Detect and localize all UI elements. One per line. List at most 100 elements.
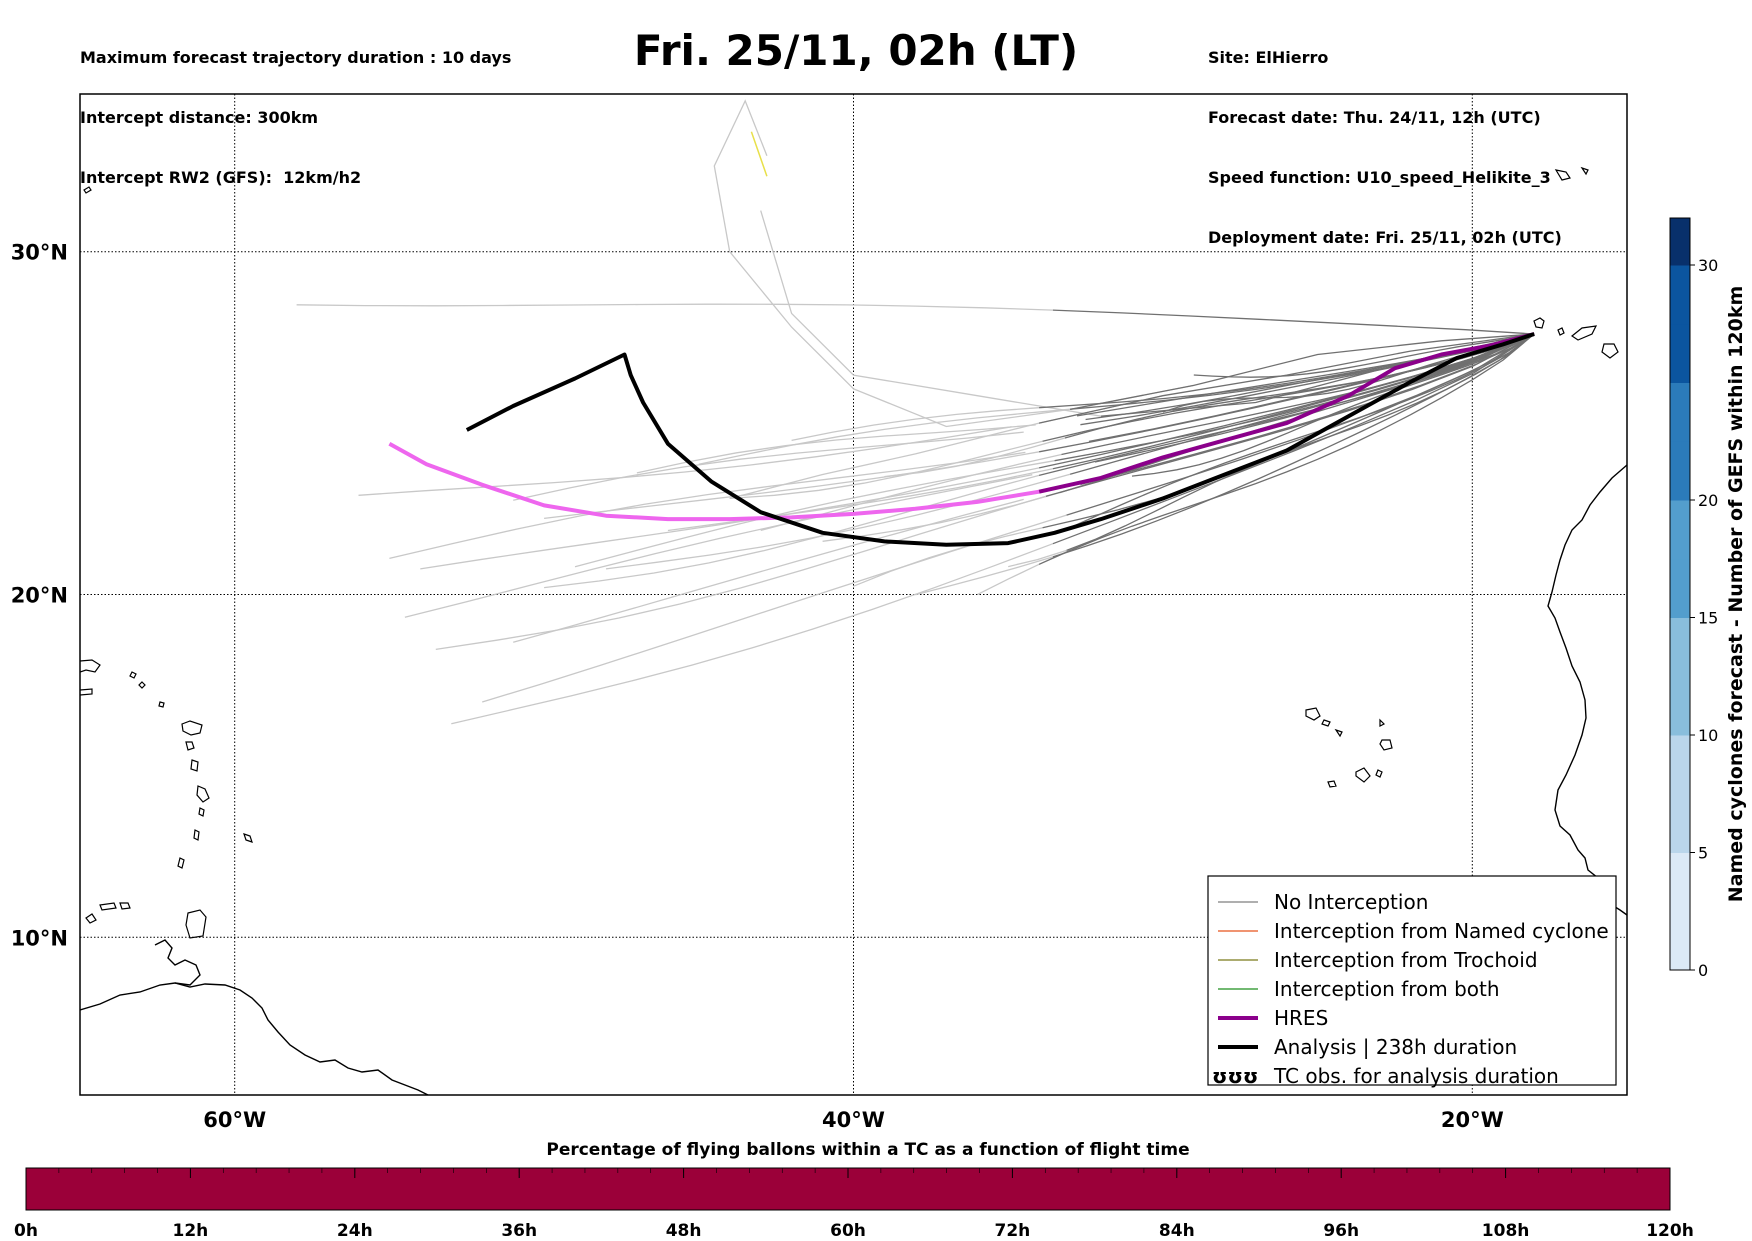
gefs-trajectory-far [420,467,1040,570]
lon-tick-label: 20°W [1441,1108,1504,1132]
header-intercept-distance: Intercept distance: 300km [80,108,319,127]
header-site: Site: ElHierro [1208,48,1329,67]
flight-time-bar: 0h 12h 24h 36h 48h 60h 72h 84h 96h 108h 120h [14,1167,1694,1241]
legend-label: Interception from both [1274,977,1500,1001]
colorbar-segment [1670,735,1690,795]
legend-label: Analysis | 238h duration [1274,1035,1517,1059]
gefs-trajectory-far [713,99,1194,428]
gefs-trajectory-far [435,495,1047,651]
yellow-segment-line [750,131,768,177]
header-duration: Maximum forecast trajectory duration : 1… [80,48,512,67]
timeline-tick-label: 0h [14,1221,38,1241]
cyclone-colorbar: 0 5 10 15 20 30 Named cyclones forecast - Num… [1669,217,1747,980]
colorbar-segment [1670,617,1690,677]
legend-label: TC obs. for analysis duration [1273,1064,1559,1088]
colorbar-tick-label: 5 [1698,844,1708,863]
timeline-tick-label: 72h [995,1221,1031,1241]
gefs-trajectory-far [760,210,1102,417]
island-puerto-rico [80,688,93,696]
colorbar-segment [1670,441,1690,501]
gefs-trajectory-far [853,527,1043,587]
colorbar-title: Named cyclones forecast - Number of GEFS… [1725,286,1747,903]
coastline-africa [1547,464,1627,916]
gefs-trajectory-far [451,543,1054,725]
analysis-trajectory [465,332,1535,547]
gefs-trajectory-far [915,556,1054,596]
timeline-tick-label: 60h [830,1221,866,1241]
gefs-trajectory-near [1038,333,1535,424]
lat-tick-label: 30°N [11,241,68,265]
timeline-tick-label: 120h [1646,1221,1694,1241]
page-title: Fri. 25/11, 02h (LT) [633,26,1079,75]
header-forecast-date: Forecast date: Thu. 24/11, 12h (UTC) [1208,108,1541,127]
gefs-trajectories-light [296,99,1194,725]
colorbar-segment [1670,218,1690,266]
gefs-trajectory-far [636,424,1036,474]
colorbar-tick-label: 10 [1698,726,1718,745]
lat-tick-label: 20°N [11,584,68,608]
coastlines [80,166,1627,1095]
header-right: Site: ElHierro Forecast date: Thu. 24/11… [1208,8,1562,268]
colorbar-segment [1670,323,1690,383]
antilles-chain [119,671,253,910]
island-bermuda [83,186,92,194]
gefs-trajectory-far [404,474,1033,618]
header-deployment-date: Deployment date: Fri. 25/11, 02h (UTC) [1208,228,1562,247]
gefs-trajectory-far [822,491,1060,542]
timeline-tick-label: 48h [666,1221,702,1241]
colorbar-segment [1670,793,1690,853]
gefs-trajectory-near [1045,333,1535,497]
gefs-trajectory-near [1069,333,1535,529]
hres-line-dark [1038,332,1535,494]
timeline-tick-label: 24h [337,1221,373,1241]
lon-tick-label: 60°W [203,1108,266,1132]
coastline-venezuela-gulf [154,939,201,986]
colorbar-tick-label: 20 [1698,491,1718,510]
flight-time-bar-title: Percentage of flying ballons within a TC… [546,1140,1190,1160]
coastline-south-america [80,982,429,1095]
legend-label: HRES [1274,1006,1328,1030]
gefs-trajectory-near [1080,333,1535,486]
timeline-tick-label: 12h [173,1221,209,1241]
gefs-trajectory-near [1052,333,1535,470]
timeline-tick-label: 108h [1482,1221,1530,1241]
colorbar-segment [1670,911,1690,971]
legend: No Interception Interception from Named c… [1207,875,1617,1088]
gefs-trajectory-far [513,431,1024,501]
hres-trajectory [388,332,1535,522]
lon-tick-label: 40°W [822,1108,885,1132]
colorbar-tick-label: 0 [1698,961,1708,980]
lat-tick-label: 10°N [11,926,68,950]
timeline-tick-label: 84h [1159,1221,1195,1241]
colorbar-segment [1670,852,1690,912]
gefs-trajectory-far [1008,549,1067,568]
timeline-tick-label: 96h [1323,1221,1359,1241]
gefs-trajectory-far [884,437,1066,478]
gefs-trajectories-dark [1038,309,1535,565]
gefs-trajectory-near [1131,333,1535,477]
gefs-trajectory-near [1052,309,1535,335]
legend-marker-tc-obs: ʊʊʊ [1212,1064,1258,1088]
cape-verde-islands [1305,707,1393,788]
header-left: Maximum forecast trajectory duration : 1… [80,8,511,208]
gefs-trajectory-far [791,407,1040,442]
gefs-trajectory-near [1052,333,1535,545]
canary-islands [1533,166,1619,359]
colorbar-frame [1669,217,1691,971]
hres-line-light [388,441,1040,522]
header-speed-function: Speed function: U10_speed_Helikite_3 [1208,168,1551,187]
legend-label: Interception from Trochoid [1274,948,1538,972]
legend-box [1207,875,1617,1086]
gefs-trajectory-near [1069,333,1535,411]
gefs-trajectory-far [698,408,1071,465]
colorbar-tick-label: 30 [1698,256,1718,275]
gefs-trajectory-near [1038,333,1535,565]
gefs-trajectory-far [544,474,1040,589]
gefs-trajectory-near [1069,333,1535,475]
gefs-trajectory-far [513,498,1024,643]
colorbar-segment [1670,500,1690,560]
legend-label: Interception from Named cyclone [1274,919,1609,943]
gefs-trajectory-far [605,473,1071,570]
map-frame [79,93,1628,1096]
